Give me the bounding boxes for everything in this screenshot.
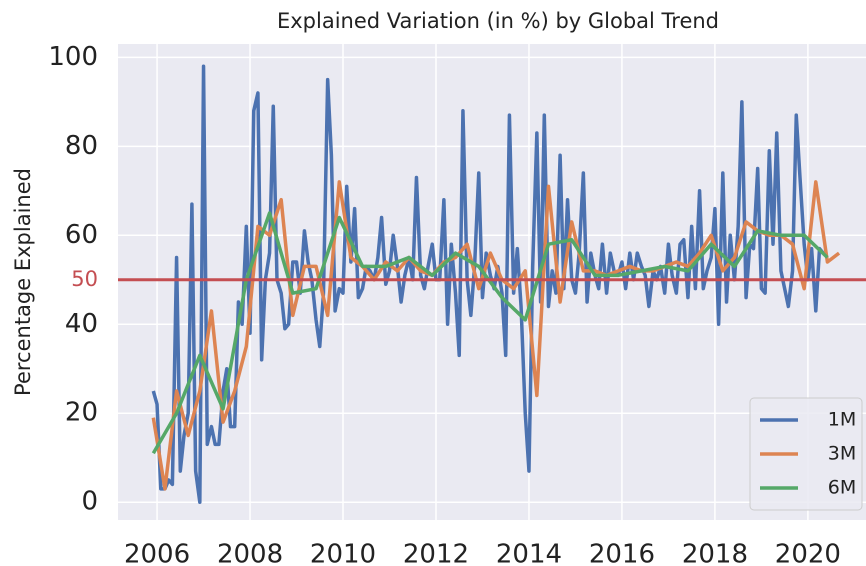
legend-label: 1M	[828, 409, 856, 431]
marks	[118, 64, 866, 504]
x-tick-label: 2016	[589, 540, 655, 566]
x-tick-label: 2020	[775, 540, 841, 566]
series-line	[151, 211, 829, 455]
x-tick-label: 2014	[496, 540, 562, 566]
x-tick-label: 2008	[217, 540, 283, 566]
y-tick-label: 40	[65, 309, 98, 339]
reference-label: 50	[71, 267, 98, 291]
x-tick-label: 2006	[124, 540, 190, 566]
chart-title: Explained Variation (in %) by Global Tre…	[277, 9, 719, 33]
x-tick-label: 2018	[682, 540, 748, 566]
y-axis-label: Percentage Explained	[11, 168, 35, 396]
y-tick-label: 100	[48, 42, 98, 72]
legend-label: 6M	[828, 477, 856, 499]
y-tick-label: 20	[65, 398, 98, 428]
y-tick-label: 80	[65, 131, 98, 161]
x-tick-label: 2010	[310, 540, 376, 566]
y-tick-label: 60	[65, 220, 98, 250]
y-tick-label: 0	[81, 487, 98, 517]
series-line	[151, 180, 841, 491]
labels: 0 20 40 60 80 100 2006 2008 2010 2012 2014 2016 2018…	[48, 42, 841, 566]
legend-label: 3M	[828, 443, 856, 465]
legend-box	[749, 397, 863, 511]
legend: 1M 3M 6M	[749, 397, 863, 511]
x-tick-label: 2012	[403, 540, 469, 566]
